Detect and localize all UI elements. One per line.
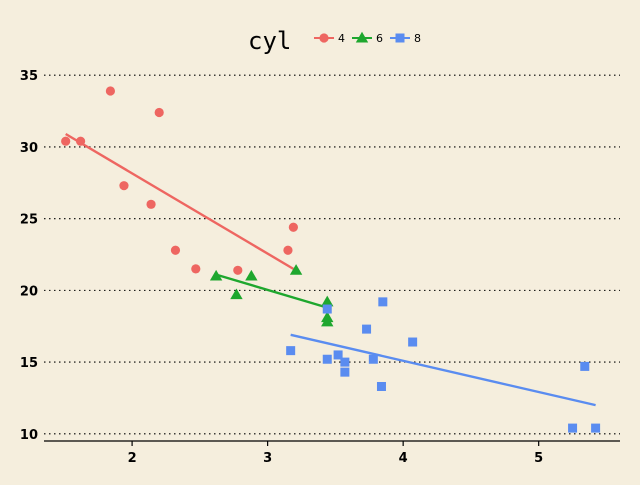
data-point	[568, 423, 578, 433]
data-point	[286, 346, 296, 356]
data-point	[289, 264, 303, 275]
legend: cyl 4 6 8	[248, 27, 421, 55]
x-tick-label: 3	[263, 451, 272, 466]
y-tick-label: 10	[20, 428, 38, 443]
data-point	[154, 107, 164, 118]
axes: 10 15 20 25 30 35 2 3 4 5	[20, 69, 620, 466]
legend-key-marker	[319, 33, 329, 43]
data-point	[376, 381, 386, 391]
data-point	[233, 265, 243, 275]
y-tick-label: 30	[20, 141, 38, 156]
y-tick-label: 35	[20, 69, 38, 84]
trend-line	[65, 132, 294, 270]
data-point	[591, 423, 601, 433]
y-tick-label: 15	[20, 356, 38, 371]
data-point	[191, 264, 201, 274]
x-tick-label: 5	[534, 451, 543, 466]
data-point	[321, 315, 334, 327]
trend-line	[215, 273, 328, 309]
data-point	[580, 361, 590, 371]
legend-entry-4: 4	[314, 32, 345, 45]
series-6	[209, 264, 334, 327]
legend-entry-6: 6	[352, 31, 383, 45]
data-point	[61, 136, 71, 146]
data-point	[322, 304, 332, 314]
data-point	[321, 295, 334, 307]
x-tick-label: 4	[399, 451, 408, 466]
series-8	[286, 297, 601, 433]
data-point	[288, 222, 298, 232]
data-point	[340, 357, 350, 367]
data-point	[340, 367, 350, 377]
gridlines	[44, 74, 620, 435]
legend-entry-8: 8	[390, 32, 421, 45]
data-point	[322, 354, 332, 364]
legend-key-marker	[355, 31, 369, 43]
data-point	[245, 269, 258, 281]
legend-label: 4	[338, 32, 345, 45]
data-point	[283, 245, 293, 255]
data-point	[378, 297, 388, 307]
data-point	[170, 245, 181, 255]
legend-label: 6	[376, 32, 383, 45]
legend-key-marker	[395, 33, 405, 43]
data-point	[230, 288, 243, 300]
data-point	[362, 324, 372, 334]
data-point	[368, 354, 378, 364]
data-point	[333, 350, 343, 360]
data-point	[146, 199, 156, 209]
series-4	[61, 86, 298, 275]
trend-line	[290, 333, 596, 407]
data-point	[119, 181, 129, 191]
x-tick-label: 2	[128, 451, 137, 466]
legend-label: 8	[414, 32, 421, 45]
y-tick-label: 20	[20, 284, 38, 299]
series-group	[61, 86, 601, 433]
legend-title: cyl	[248, 27, 291, 55]
y-tick-label: 25	[20, 213, 38, 228]
data-point	[105, 86, 116, 96]
data-point	[408, 337, 418, 347]
